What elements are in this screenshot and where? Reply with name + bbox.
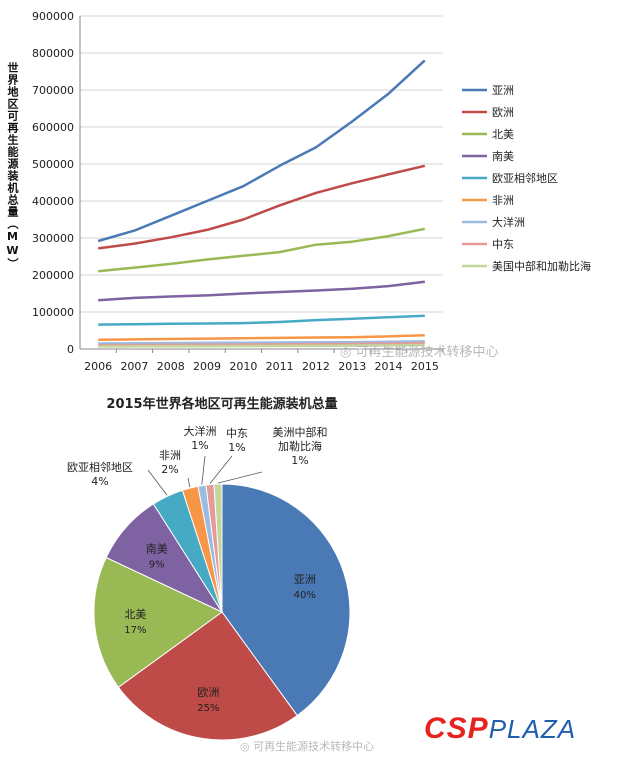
y-tick-label: 600000: [32, 121, 74, 134]
logo-csp: CSP: [424, 712, 489, 745]
pie-slice-name: 欧洲: [197, 686, 219, 699]
legend-label: 美国中部和加勒比海: [492, 259, 591, 273]
x-tick-label: 2012: [302, 360, 330, 373]
wechat-icon: ◎: [340, 345, 352, 360]
x-tick-label: 2006: [84, 360, 112, 373]
legend-label: 欧亚相邻地区: [492, 172, 558, 185]
leader-line: [209, 455, 233, 484]
y-tick-label: 300000: [32, 232, 74, 245]
pie-slice-percent: 25%: [197, 703, 219, 714]
leader-line: [217, 471, 263, 484]
logo-plaza: PLAZA: [488, 714, 577, 744]
legend-label: 中东: [492, 238, 514, 251]
pie-slice-name: 亚洲: [294, 573, 316, 586]
y-tick-label: 0: [67, 343, 74, 356]
series-line-5: [98, 314, 425, 326]
pie-slice-percent: 17%: [124, 625, 146, 636]
series-line-6: [98, 334, 425, 342]
pie-callout-label: 加勒比海: [278, 439, 322, 453]
legend-label: 非洲: [492, 194, 514, 207]
wechat-icon-small: ◎: [240, 740, 250, 753]
y-tick-label: 100000: [32, 306, 74, 319]
x-tick-label: 2007: [120, 360, 148, 373]
pie-slice-percent: 9%: [149, 559, 165, 570]
pie-callout-label: 非洲: [159, 449, 181, 462]
x-tick-label: 2009: [193, 360, 221, 373]
x-tick-label: 2014: [375, 360, 403, 373]
pie-callout-label: 2%: [161, 463, 178, 476]
series-line-9: [98, 343, 425, 348]
y-tick-label: 700000: [32, 84, 74, 97]
legend-label: 欧洲: [492, 106, 514, 119]
pie-slice-2: [117, 611, 298, 741]
pie-slice-name: 南美: [146, 542, 168, 555]
y-tick-label: 500000: [32, 158, 74, 171]
series-line-1: [97, 59, 426, 243]
pie-slice-9: [213, 483, 223, 613]
series-line-2: [98, 164, 426, 250]
pie-title: 2015年世界各地区可再生能源装机总量: [106, 396, 337, 412]
legend-label: 亚洲: [492, 84, 514, 97]
y-tick-label: 400000: [32, 195, 74, 208]
leader-line: [147, 469, 168, 496]
watermark-bottom: ◎ 可再生能源技术转移中心: [240, 740, 375, 753]
y-axis-title: 世界地区可再生能源装机总量（MW）: [6, 62, 19, 270]
pie-callout-label: 1%: [191, 439, 208, 452]
pie-callout-label: 欧亚相邻地区: [67, 461, 133, 474]
pie-callout-label: 4%: [91, 475, 108, 488]
pie-slice-3: [93, 556, 223, 688]
legend-label: 北美: [492, 128, 514, 141]
x-tick-label: 2011: [266, 360, 294, 373]
x-tick-label: 2013: [338, 360, 366, 373]
watermark-top: ◎ 可再生能源技术转移中心: [340, 345, 499, 360]
x-tick-label: 2015: [411, 360, 439, 373]
series-line-4: [98, 280, 425, 302]
y-tick-label: 800000: [32, 47, 74, 60]
pie-slice-percent: 40%: [294, 590, 316, 601]
pie-callout-label: 1%: [291, 454, 308, 467]
pie-callout-label: 美洲中部和: [273, 425, 328, 439]
legend-label: 大洋洲: [492, 215, 525, 229]
y-tick-label: 900000: [32, 10, 74, 23]
series-line-3: [98, 227, 426, 273]
leader-line: [187, 477, 191, 488]
pie-slice-name: 北美: [124, 608, 146, 621]
pie-slice-1: [221, 483, 351, 717]
leader-line: [201, 455, 206, 485]
legend-label: 南美: [492, 150, 514, 163]
x-tick-label: 2010: [229, 360, 257, 373]
pie-callout-label: 大洋洲: [184, 424, 217, 438]
x-tick-label: 2008: [157, 360, 185, 373]
line-chart: 0 100000 200000 300000 400000 500000 600000 700…: [32, 10, 591, 373]
pie-callout-label: 1%: [228, 441, 245, 454]
pie-callout-label: 中东: [226, 427, 248, 440]
csp-plaza-logo: CSPPLAZA: [424, 712, 576, 746]
y-tick-label: 200000: [32, 269, 74, 282]
series-line-7: [98, 340, 425, 345]
